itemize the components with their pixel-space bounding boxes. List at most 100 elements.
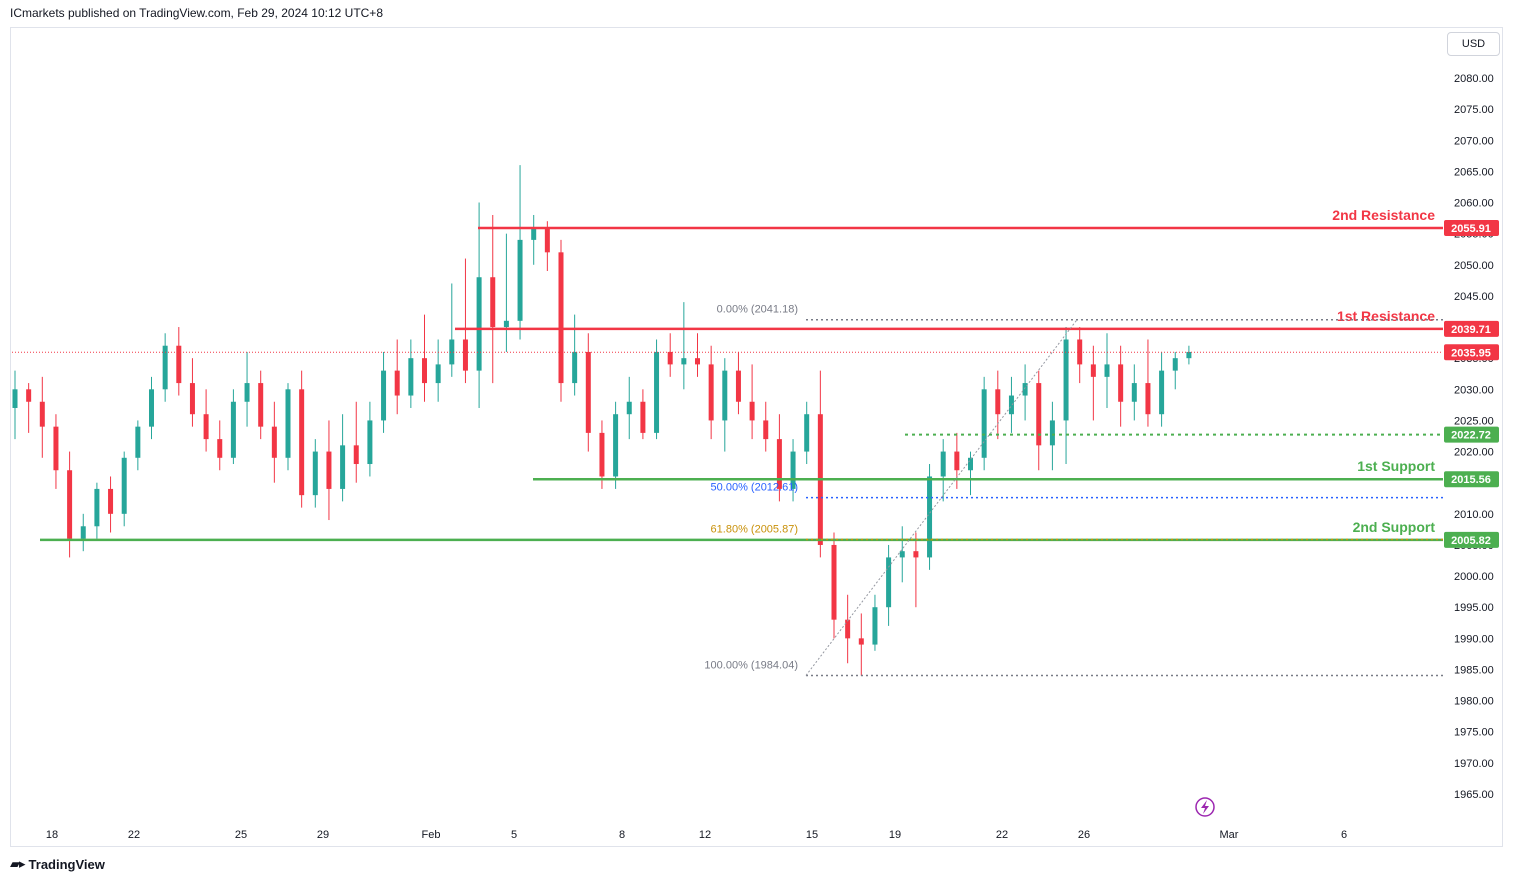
price-tag-bg bbox=[1444, 344, 1499, 361]
x-tick-label: 29 bbox=[317, 829, 329, 841]
price-tag: 2039.71 bbox=[1451, 324, 1491, 336]
candle-body bbox=[1131, 383, 1137, 402]
candle-body bbox=[968, 457, 973, 471]
candle-body bbox=[408, 358, 414, 396]
candle-body bbox=[572, 351, 578, 384]
candle-body bbox=[845, 619, 851, 639]
y-tick-label: 2020.00 bbox=[1454, 447, 1494, 459]
candle-body bbox=[1008, 395, 1014, 415]
y-tick-label: 2045.00 bbox=[1454, 291, 1494, 303]
candle-body bbox=[1145, 383, 1151, 415]
resistance-label: 1st Resistance bbox=[1337, 308, 1435, 324]
lightning-icon[interactable] bbox=[1195, 797, 1215, 817]
candle-body bbox=[831, 544, 837, 620]
x-tick-label: 22 bbox=[996, 829, 1008, 841]
candle-body bbox=[1063, 339, 1069, 421]
candle-body bbox=[67, 470, 73, 539]
candle-body bbox=[39, 401, 45, 427]
x-tick-label: 22 bbox=[128, 829, 140, 841]
candle-body bbox=[1186, 351, 1192, 359]
candle-body bbox=[790, 451, 796, 489]
candle-body bbox=[449, 339, 455, 365]
candle-body bbox=[381, 370, 387, 421]
candle-body bbox=[585, 351, 591, 433]
candle-body bbox=[476, 277, 482, 371]
candle-body bbox=[667, 351, 673, 365]
price-tag: 2022.72 bbox=[1451, 430, 1491, 442]
x-tick-label: 26 bbox=[1078, 829, 1090, 841]
fib-level-label: 100.00% (1984.04) bbox=[704, 659, 798, 671]
x-tick-label: 6 bbox=[1341, 829, 1347, 841]
candle-body bbox=[1036, 383, 1042, 446]
candle-body bbox=[503, 320, 509, 328]
tradingview-logo[interactable]: ▰▸ TradingView bbox=[10, 856, 105, 872]
candle-body bbox=[599, 432, 605, 477]
support-label: 2nd Support bbox=[1353, 519, 1436, 535]
y-tick-label: 1965.00 bbox=[1454, 789, 1494, 801]
y-tick-label: 2025.00 bbox=[1454, 415, 1494, 427]
candle-body bbox=[1090, 364, 1096, 377]
candle-body bbox=[1104, 364, 1110, 377]
chart-frame bbox=[10, 27, 1503, 847]
y-tick-label: 2080.00 bbox=[1454, 73, 1494, 85]
candle-body bbox=[722, 370, 728, 421]
candle-body bbox=[981, 389, 987, 458]
x-tick-label: 18 bbox=[46, 829, 58, 841]
candle-body bbox=[1077, 339, 1083, 365]
candle-body bbox=[954, 451, 960, 471]
y-tick-label: 1980.00 bbox=[1454, 696, 1494, 708]
x-tick-label: Mar bbox=[1220, 829, 1239, 841]
candle-body bbox=[312, 451, 318, 496]
candle-body bbox=[517, 239, 523, 321]
candle-body bbox=[367, 420, 373, 465]
y-tick-label: 1995.00 bbox=[1454, 602, 1494, 614]
candle-body bbox=[422, 358, 427, 384]
candle-body bbox=[394, 370, 400, 396]
y-tick-label: 2030.00 bbox=[1454, 384, 1494, 396]
y-tick-label: 2000.00 bbox=[1454, 571, 1494, 583]
candle-body bbox=[613, 414, 619, 477]
candle-body bbox=[94, 488, 100, 527]
candle-body bbox=[858, 638, 864, 645]
candle-body bbox=[176, 345, 182, 384]
candle-body bbox=[353, 445, 359, 465]
candle-body bbox=[708, 364, 714, 421]
x-tick-label: Feb bbox=[422, 829, 441, 841]
candle-body bbox=[135, 426, 141, 458]
candle-body bbox=[203, 414, 209, 440]
candle-body bbox=[340, 445, 346, 489]
candle-body bbox=[1118, 364, 1124, 402]
y-tick-label: 2070.00 bbox=[1454, 135, 1494, 147]
candle-body bbox=[53, 426, 59, 471]
y-tick-label: 2075.00 bbox=[1454, 104, 1494, 116]
candle-body bbox=[763, 420, 769, 440]
price-tag-bg bbox=[1444, 426, 1499, 443]
y-tick-label: 1990.00 bbox=[1454, 633, 1494, 645]
candle-body bbox=[285, 389, 291, 458]
candle-body bbox=[913, 551, 919, 558]
candle-body bbox=[626, 401, 632, 415]
price-tag: 2015.56 bbox=[1451, 474, 1491, 486]
x-tick-label: 8 bbox=[619, 829, 625, 841]
price-tag: 2005.82 bbox=[1451, 535, 1491, 547]
price-tag: 2055.91 bbox=[1451, 223, 1491, 235]
x-tick-label: 15 bbox=[806, 829, 818, 841]
candle-body bbox=[940, 451, 946, 477]
y-tick-label: 1985.00 bbox=[1454, 664, 1494, 676]
candle-body bbox=[121, 457, 127, 514]
candle-body bbox=[244, 383, 250, 402]
candle-body bbox=[995, 389, 1001, 415]
currency-button[interactable]: USD bbox=[1447, 32, 1500, 56]
candle-body bbox=[695, 358, 700, 365]
price-tag-bg bbox=[1444, 219, 1499, 236]
candle-body bbox=[804, 414, 810, 452]
y-tick-label: 2065.00 bbox=[1454, 166, 1494, 178]
candle-body bbox=[435, 364, 441, 384]
candle-body bbox=[217, 439, 223, 458]
price-tag-bg bbox=[1444, 320, 1499, 337]
candle-body bbox=[544, 227, 550, 253]
candle-body bbox=[299, 389, 305, 496]
candle-body bbox=[1159, 370, 1165, 415]
